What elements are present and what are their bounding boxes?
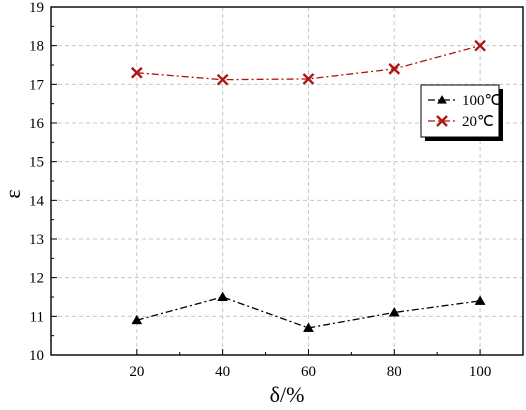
data-point-stroke <box>474 39 486 52</box>
plot-background <box>51 7 523 355</box>
legend-marker <box>437 94 447 104</box>
series-layer <box>130 39 486 332</box>
data-point <box>388 306 400 317</box>
y-axis-label: ε <box>0 189 25 198</box>
y-tick-label: 14 <box>29 193 45 209</box>
data-point-stroke <box>302 73 315 85</box>
series-1 <box>130 39 486 86</box>
legend-marker <box>436 115 448 127</box>
y-tick-label: 16 <box>29 116 45 132</box>
y-tick-label: 17 <box>29 77 45 93</box>
x-tick-label: 80 <box>387 364 402 380</box>
data-point <box>388 63 401 75</box>
data-point <box>130 66 143 79</box>
series-0 <box>131 291 486 332</box>
x-axis-label: δ/% <box>270 382 305 407</box>
y-tick-label: 15 <box>29 155 44 171</box>
data-point <box>131 314 143 325</box>
y-tick-label: 13 <box>29 232 44 248</box>
x-tick-label: 60 <box>301 364 316 380</box>
axis-ticks <box>51 6 481 356</box>
data-point-stroke <box>216 73 229 86</box>
tick-labels: 20 40 60 80 100 10 11 12 13 14 15 16 17 18 19 <box>29 0 491 380</box>
data-point <box>303 322 314 332</box>
x-tick-label: 100 <box>469 364 492 380</box>
legend-marker-stroke <box>436 115 448 127</box>
data-point <box>474 39 486 52</box>
y-tick-label: 18 <box>29 39 44 55</box>
y-tick-label: 19 <box>29 0 44 16</box>
x-tick-label: 20 <box>129 364 144 380</box>
data-point <box>216 73 229 86</box>
data-point <box>217 291 229 301</box>
data-point-stroke <box>130 66 143 79</box>
y-tick-label: 11 <box>30 309 44 325</box>
legend: 100℃ 20℃ <box>420 84 503 141</box>
legend-items <box>428 94 456 127</box>
legend-box <box>420 84 500 138</box>
data-point-stroke <box>388 63 401 75</box>
legend-label-20c: 20℃ <box>462 114 494 130</box>
y-tick-label: 10 <box>29 348 44 364</box>
data-point <box>302 73 315 85</box>
x-tick-label: 40 <box>215 364 230 380</box>
legend-label-100c: 100℃ <box>462 93 501 109</box>
y-tick-label: 12 <box>29 271 44 287</box>
data-point <box>474 295 486 305</box>
